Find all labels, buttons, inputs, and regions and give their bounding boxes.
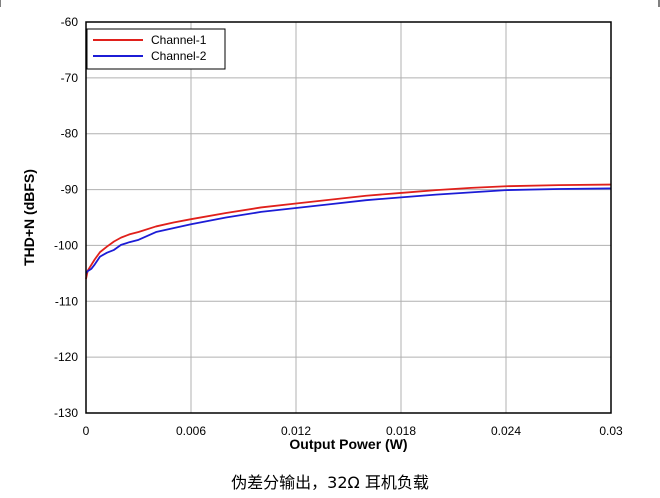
y-tick-label: -70 <box>61 71 79 85</box>
series-line-channel-1 <box>85 183 612 280</box>
x-tick-label: 0 <box>83 424 90 438</box>
x-tick-label: 0.018 <box>386 424 416 438</box>
y-tick-label: -90 <box>61 183 79 197</box>
plot-area-border <box>85 21 612 414</box>
legend-box <box>86 28 226 70</box>
x-tick-label: 0.03 <box>599 424 623 438</box>
tick-label-layer: 0 0.006 0.012 0.018 0.024 0.03 -60 -70 -80 -90 -10… <box>54 15 623 438</box>
x-tick-label: 0.012 <box>281 424 311 438</box>
y-tick-label: -100 <box>54 238 78 252</box>
legend-label-channel-1: Channel-1 <box>151 33 207 47</box>
figure-caption: 伪差分输出，32Ω 耳机负载 <box>231 473 429 492</box>
series-line-channel-2 <box>85 187 612 274</box>
y-tick-label: -80 <box>61 127 79 141</box>
y-tick-label: -120 <box>54 350 78 364</box>
y-tick-label: -110 <box>55 294 78 308</box>
legend-label-channel-2: Channel-2 <box>151 49 207 63</box>
series-layer <box>85 183 612 280</box>
y-axis-title: THD+N (dBFS) <box>21 169 37 266</box>
legend: Channel-1 Channel-2 <box>86 28 226 70</box>
y-tick-label: -130 <box>54 406 78 420</box>
grid-layer <box>86 22 611 413</box>
x-tick-label: 0.024 <box>491 424 521 438</box>
y-tick-label: -60 <box>61 15 79 29</box>
x-tick-label: 0.006 <box>176 424 206 438</box>
x-axis-title: Output Power (W) <box>289 436 407 452</box>
